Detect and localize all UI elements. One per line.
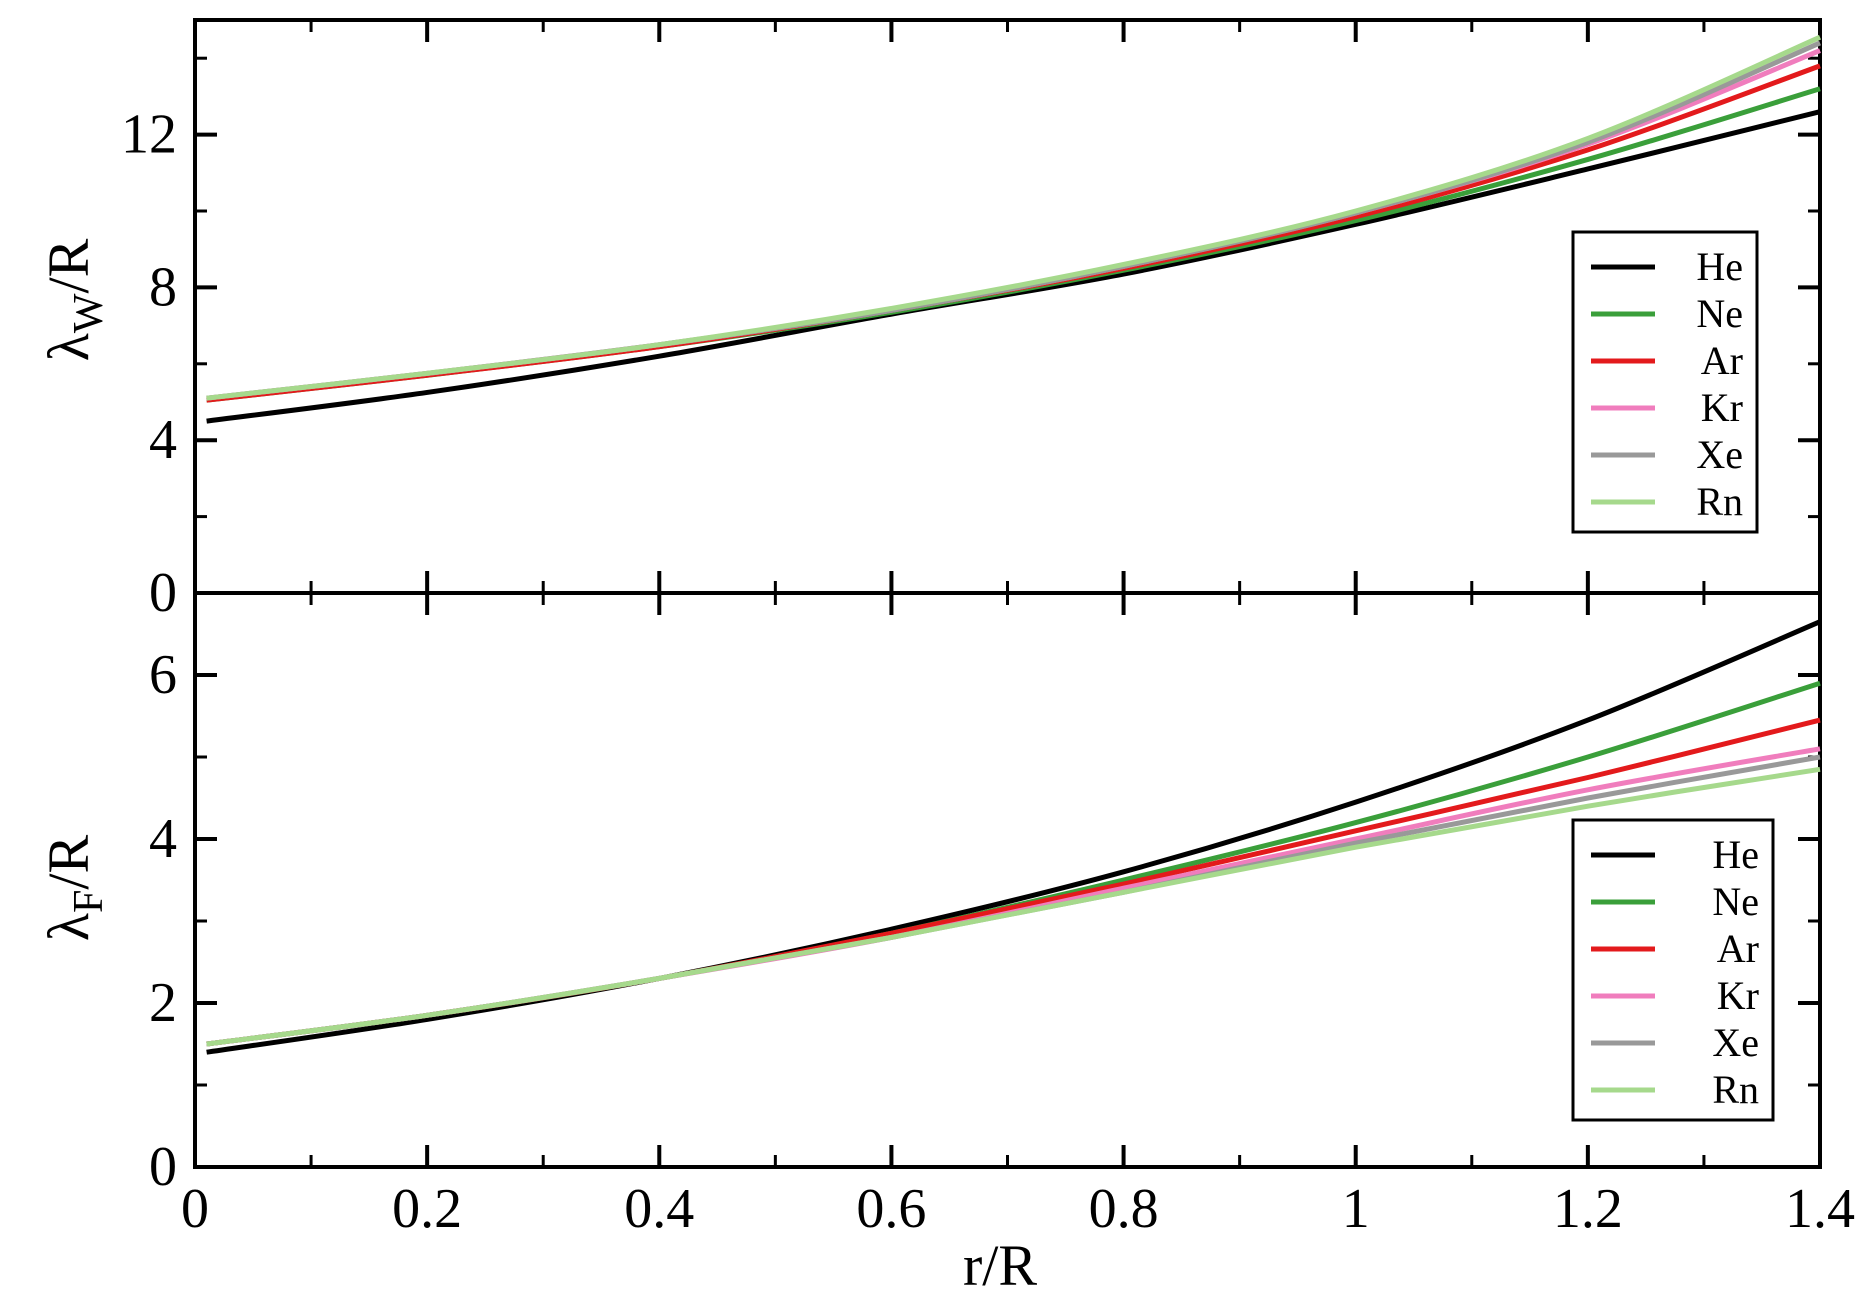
x-tick-label: 0.4 bbox=[624, 1178, 694, 1240]
bottom-legend-label-kr: Kr bbox=[1717, 973, 1759, 1018]
x-tick-label: 1 bbox=[1342, 1178, 1370, 1240]
bottom-legend-label-ar: Ar bbox=[1717, 926, 1759, 971]
top-legend-label-rn: Rn bbox=[1696, 479, 1743, 524]
x-tick-label: 0 bbox=[181, 1178, 209, 1240]
top-y-tick-label: 12 bbox=[121, 104, 177, 166]
bottom-y-sub: F bbox=[66, 890, 112, 913]
bottom-y-axis-title: λF/R bbox=[36, 835, 112, 942]
bottom-y-main: λ bbox=[36, 913, 101, 941]
bottom-legend-box bbox=[1571, 818, 1775, 1122]
bottom-y-tick-label: 4 bbox=[149, 808, 177, 870]
x-tick-label: 0.6 bbox=[856, 1178, 926, 1240]
top-y-tick-label: 8 bbox=[149, 256, 177, 318]
x-axis-title: r/R bbox=[963, 1233, 1037, 1297]
x-tick-label: 1.4 bbox=[1785, 1178, 1855, 1240]
bottom-y-tick-label: 2 bbox=[149, 972, 177, 1034]
bottom-y-tick-label: 0 bbox=[149, 1136, 177, 1198]
top-legend-label-ne: Ne bbox=[1696, 291, 1743, 336]
top-legend-box bbox=[1571, 230, 1759, 534]
bottom-y-suffix: /R bbox=[36, 835, 101, 890]
x-tick-label: 1.2 bbox=[1553, 1178, 1623, 1240]
bottom-legend-label-he: He bbox=[1712, 832, 1759, 877]
top-legend-label-kr: Kr bbox=[1701, 385, 1743, 430]
bottom-series-line-rn bbox=[206, 766, 1821, 1047]
bottom-series-line-he bbox=[206, 619, 1821, 1055]
top-series-line-rn bbox=[206, 34, 1821, 401]
bottom-y-tick-label: 6 bbox=[149, 644, 177, 706]
x-tick-label: 0.8 bbox=[1089, 1178, 1159, 1240]
top-legend-label-he: He bbox=[1696, 244, 1743, 289]
top-y-suffix: /R bbox=[36, 238, 101, 293]
bottom-legend-label-rn: Rn bbox=[1712, 1067, 1759, 1112]
top-y-axis-title: λW/R bbox=[36, 238, 112, 361]
top-legend-label-ar: Ar bbox=[1701, 338, 1743, 383]
top-legend-label-xe: Xe bbox=[1696, 432, 1743, 477]
top-y-main: λ bbox=[36, 333, 101, 361]
bottom-legend-label-ne: Ne bbox=[1712, 879, 1759, 924]
top-y-sub: W bbox=[66, 293, 112, 333]
x-tick-label: 0.2 bbox=[392, 1178, 462, 1240]
top-y-tick-label: 0 bbox=[149, 562, 177, 624]
bottom-legend-label-xe: Xe bbox=[1712, 1020, 1759, 1065]
top-y-tick-label: 4 bbox=[149, 409, 177, 471]
